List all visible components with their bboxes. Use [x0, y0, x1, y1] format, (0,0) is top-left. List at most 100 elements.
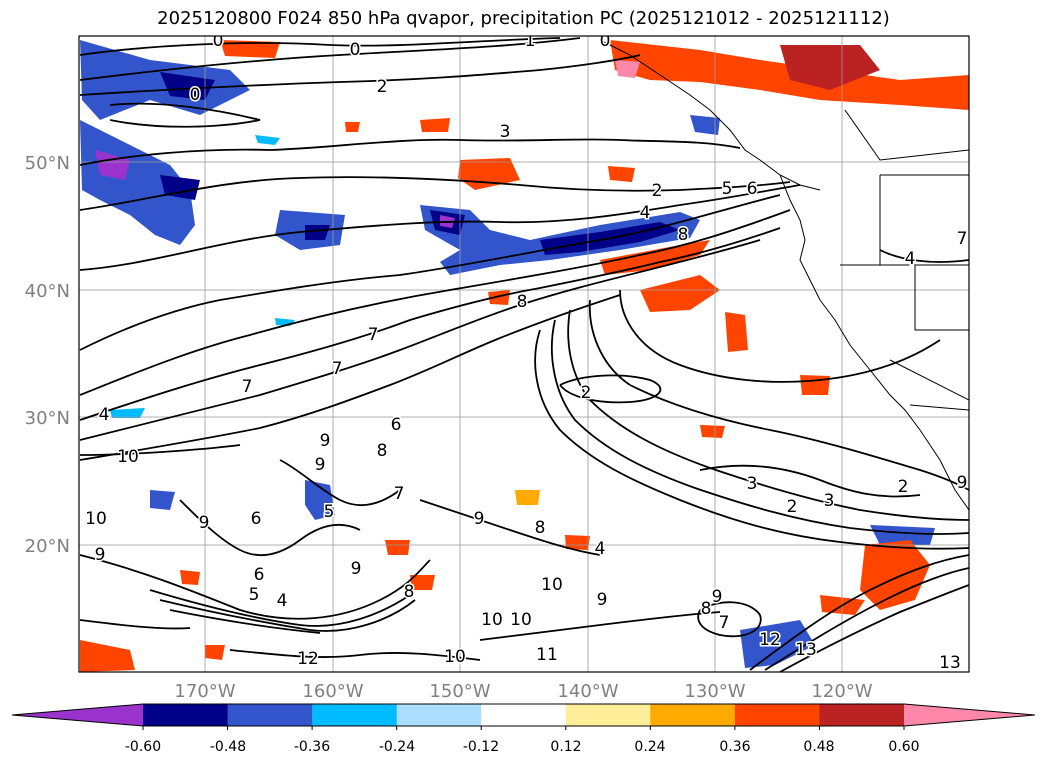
lat-label-30n: 30°N [25, 408, 70, 429]
contour-label: 0 [190, 85, 201, 105]
contour-label: 10 [481, 610, 503, 630]
contour-2-north [79, 54, 641, 96]
contour-5 [79, 194, 781, 351]
contour-se-loop [697, 601, 762, 638]
contour-label: 10 [444, 647, 466, 667]
graticule [79, 36, 969, 672]
colorbar [11, 703, 1036, 730]
colorbar-segment [396, 704, 482, 726]
contour-sw-wiggle-2 [419, 499, 601, 556]
contour-south-1 [79, 619, 191, 630]
contour-ridge-1 [534, 329, 969, 550]
colorbar-segment [565, 704, 651, 726]
contour-inner-2 [559, 374, 662, 404]
contour-label: 0 [350, 40, 361, 60]
contour-label: 9 [957, 473, 968, 493]
contour-jet-2 [149, 589, 411, 627]
map-frame [78, 35, 970, 673]
contour-label: 8 [701, 599, 712, 619]
contour-label: 2 [652, 181, 663, 201]
colorbar-segment [819, 704, 905, 726]
lat-label-20n: 20°N [25, 536, 70, 557]
pos-patch-ak-north [220, 40, 280, 58]
neg-patch-south [305, 480, 335, 520]
lon-label-160w: 160°W [302, 681, 363, 702]
map-background [79, 36, 969, 672]
contour-label: 9 [320, 431, 331, 451]
pos-patch-off2 [700, 425, 725, 438]
pos-patch-s1 [385, 540, 410, 555]
contour-labels: 0 0 1 0 2 3 0 2 4 5 6 8 8 7 7 7 4 10 2 9… [84, 36, 969, 673]
pos-patch-jet3 [488, 290, 510, 305]
neg-patch-se [740, 620, 815, 668]
contour-label: 10 [510, 610, 532, 630]
contour-se-band-1 [749, 554, 969, 671]
contour-label: 3 [824, 491, 835, 511]
colorbar-ticks: -0.60 -0.48 -0.36 -0.24 -0.12 0.12 0.24 … [125, 739, 920, 755]
contour-label: 13 [939, 653, 961, 673]
coast-alaska [599, 39, 821, 191]
contour-label: 13 [795, 640, 817, 660]
border-state2 [840, 264, 969, 331]
neg-patch-west-coast [80, 120, 195, 245]
pos-patch-se [860, 540, 930, 610]
contour-south-2 [229, 649, 481, 661]
coast-us-west [819, 299, 969, 511]
neg-patch-ak [690, 115, 720, 135]
pos-patch-s3 [410, 575, 435, 590]
neg-patch-sw [150, 490, 175, 510]
contour-label: 7 [368, 325, 379, 345]
contour-label: 8 [377, 441, 388, 461]
pos-patch-jet2 [640, 275, 720, 312]
colorbar-extend-max [904, 704, 1035, 726]
colorbar-tick-label: 0.12 [550, 739, 581, 755]
contour-10-west [79, 444, 241, 456]
colorbar-tick-label: -0.60 [125, 739, 161, 755]
contour-label: 3 [747, 474, 758, 494]
pos-patch-off1 [800, 375, 830, 395]
contour-0-north [79, 37, 561, 56]
contour-jet-1 [79, 554, 431, 620]
contour-label: 10 [85, 509, 107, 529]
coastlines [599, 39, 969, 511]
colorbar-segment [143, 704, 229, 726]
coast-bc [779, 174, 821, 301]
contour-loop-nw [109, 102, 261, 128]
contour-label: 2 [787, 497, 798, 517]
contour-ridge-4 [588, 299, 969, 491]
contour-ridge-2 [550, 319, 969, 535]
contour-label: 10 [541, 575, 563, 595]
contour-label: 8 [517, 292, 528, 312]
lon-tick-labels: 170°W 160°W 150°W 140°W 130°W 120°W [174, 681, 872, 702]
colorbar-tick-label: 0.36 [719, 739, 750, 755]
lat-tick-labels: 50°N 40°N 30°N 20°N [25, 153, 70, 557]
contour-sw-wiggle-1 [179, 499, 361, 557]
contour-label: 11 [536, 645, 558, 665]
contour-jet-4 [169, 609, 321, 634]
lon-label-120w: 120°W [811, 681, 872, 702]
contour-label: 10 [117, 447, 139, 467]
contour-label: 7 [719, 613, 730, 633]
contour-9 [79, 294, 621, 461]
contour-label: 9 [597, 590, 608, 610]
contour-label: 12 [759, 630, 781, 650]
contour-label: 12 [297, 649, 319, 669]
contour-ne-4 [879, 249, 969, 263]
contour-3-se [699, 464, 921, 498]
contour-se-band-3 [779, 584, 969, 672]
contour-label: 3 [500, 122, 511, 142]
lon-label-170w: 170°W [174, 681, 235, 702]
contour-label: 9 [199, 513, 210, 533]
colorbar-tick-label: 0.60 [888, 739, 919, 755]
pos-patch-small2 [345, 122, 360, 132]
contour-label: 5 [324, 502, 335, 522]
neg-patch-mid-core [305, 225, 330, 240]
colorbar-segment [650, 704, 736, 726]
contour-label: 9 [474, 509, 485, 529]
contour-label: 6 [391, 415, 402, 435]
pos-patch-sw1 [80, 640, 135, 672]
pos-patch-jet1 [600, 240, 710, 275]
contour-label: 7 [394, 484, 405, 504]
map-title: 2025120800 F024 850 hPa qvapor, precipit… [157, 8, 890, 29]
